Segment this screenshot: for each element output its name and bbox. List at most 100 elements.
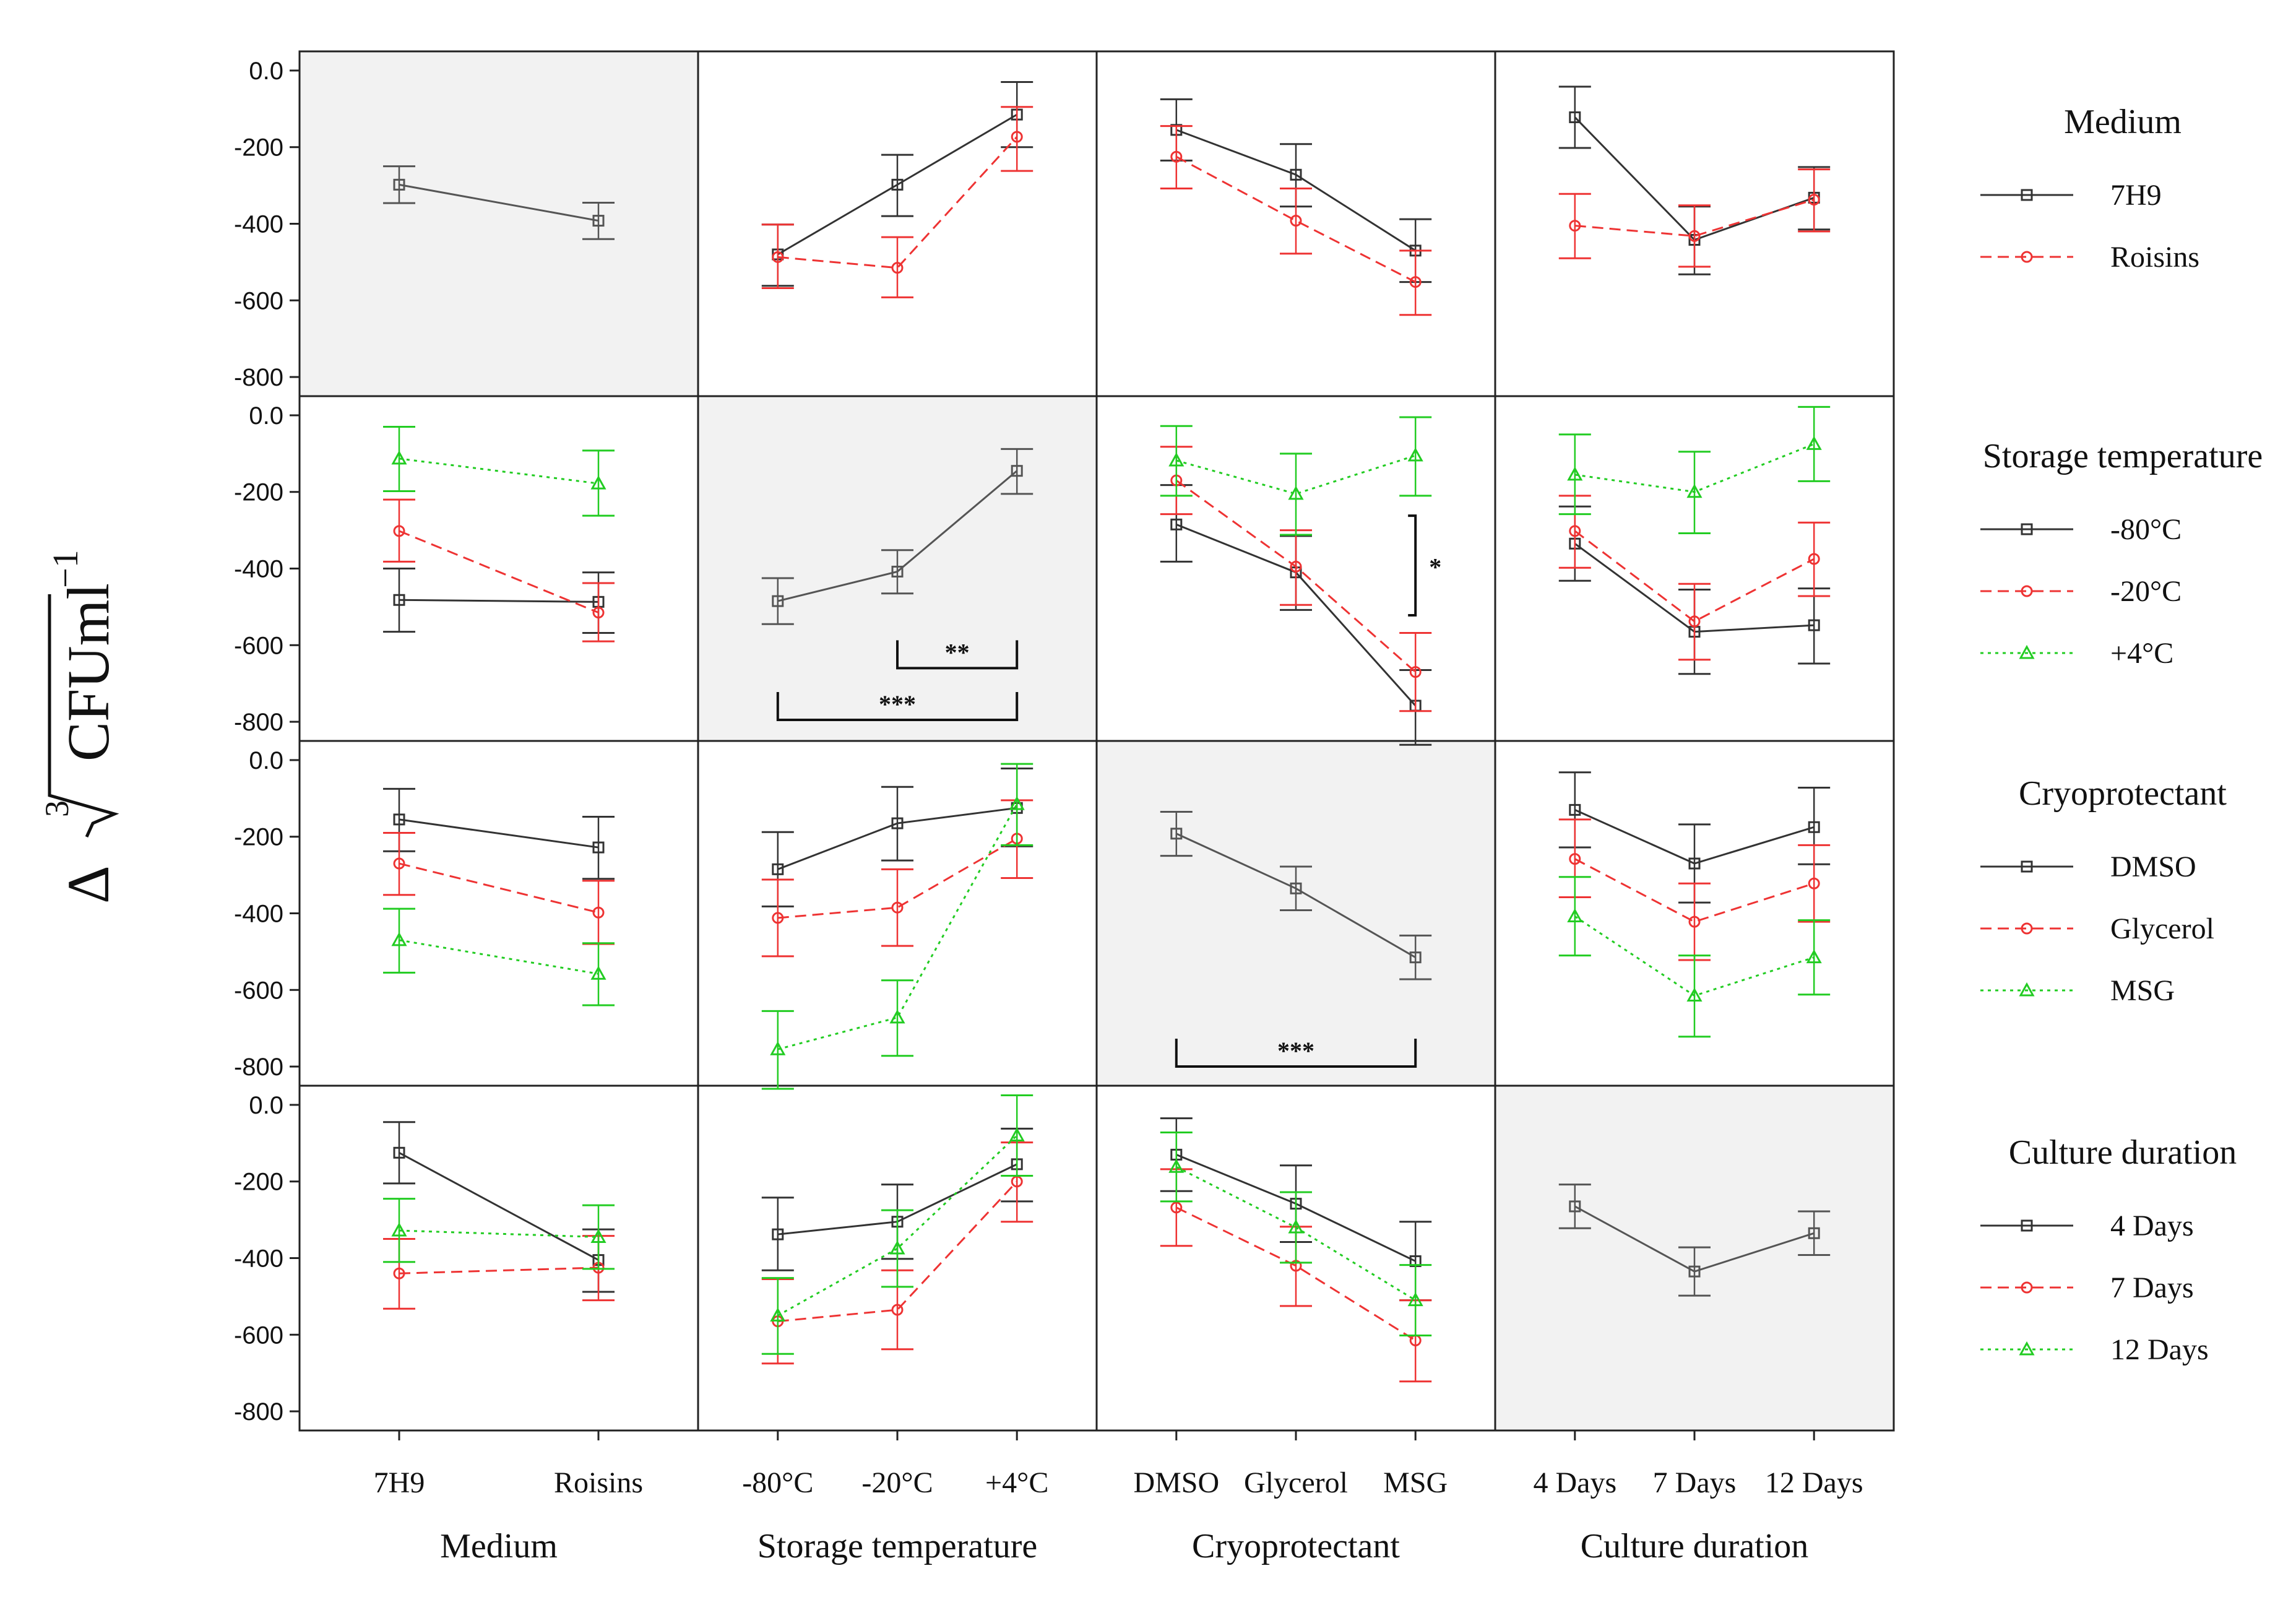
data-point — [891, 178, 904, 191]
legend-label: 4 Days — [2110, 1210, 2194, 1242]
ylabel-radicand: CFUml — [55, 583, 121, 761]
data-point — [393, 857, 405, 870]
data-point — [391, 1222, 407, 1237]
data-point — [891, 817, 904, 829]
ytick-label-r0: -400 — [234, 211, 283, 238]
series-group-r3-c3 — [1558, 1184, 1831, 1297]
series-line — [777, 837, 1017, 919]
significance-bracket-vertical — [1408, 514, 1417, 617]
data-point — [1808, 194, 1820, 206]
legend-label: Glycerol — [2110, 912, 2214, 945]
data-point — [1168, 452, 1185, 467]
ytick-label-r3: -200 — [234, 1169, 283, 1196]
legend-marker — [2021, 585, 2033, 597]
xtick-label-duration: 12 Days — [1765, 1466, 1863, 1499]
xaxis-title-duration: Culture duration — [1581, 1527, 1809, 1565]
series-line — [399, 1266, 599, 1275]
ytick-label-r1: -800 — [234, 709, 283, 736]
data-point — [1569, 525, 1581, 537]
panel-r2-c2 — [1095, 740, 1496, 1087]
legend-label: +4°C — [2110, 637, 2173, 670]
xtick-label-cryo: Glycerol — [1244, 1466, 1348, 1499]
data-point — [772, 595, 784, 607]
panel-r1-c0 — [298, 395, 699, 742]
data-point — [1569, 803, 1581, 816]
data-point — [1688, 857, 1701, 870]
ytick-label-r2: -800 — [234, 1054, 283, 1081]
ytick-label-r2: 0.0 — [249, 747, 283, 774]
legend-marker — [2021, 523, 2033, 535]
series-group-r2-c3 — [1558, 771, 1831, 1038]
data-point — [1290, 882, 1302, 894]
data-point — [1688, 1265, 1701, 1278]
data-point — [1808, 553, 1820, 565]
ytick-label-r1: -200 — [234, 479, 283, 506]
data-point — [891, 262, 904, 274]
xaxis-title-storage: Storage temperature — [757, 1527, 1037, 1565]
data-point — [1808, 1227, 1820, 1239]
data-point — [1686, 987, 1703, 1002]
ytick-label-r1: -400 — [234, 556, 283, 583]
legend-cryo: Cryoprotectant DMSO Glycerol MSG — [1980, 774, 2227, 1007]
data-point — [772, 863, 784, 875]
data-point — [1569, 853, 1581, 865]
data-point — [391, 450, 407, 465]
data-point — [393, 1267, 405, 1279]
significance-bracket — [1175, 1039, 1417, 1068]
legend-marker — [2021, 189, 2033, 201]
series-line — [777, 1180, 1018, 1323]
series-group-r2-c0 — [383, 787, 615, 1006]
data-point — [889, 1009, 905, 1024]
series-line — [1574, 199, 1815, 237]
series-group-r0-c2 — [1160, 98, 1432, 316]
ylabel-delta: Δ — [55, 865, 121, 904]
significance-bracket — [896, 640, 1019, 670]
ytick-label-r1: -600 — [234, 632, 283, 659]
legend-medium: Medium 7H9 Roisins — [1980, 103, 2199, 274]
series-group-r0-c1 — [761, 81, 1034, 298]
data-point — [1686, 483, 1703, 498]
series-line — [399, 530, 599, 614]
ylabel-exponent: −1 — [45, 550, 85, 588]
series-group-r1-c3 — [1558, 405, 1831, 675]
data-point — [1009, 1127, 1025, 1141]
data-point — [891, 901, 904, 914]
data-point — [1170, 828, 1183, 840]
legend-title: Culture duration — [2009, 1133, 2237, 1172]
y-axis-label: Δ CFUml −1 3 — [38, 550, 121, 904]
data-point — [1288, 485, 1304, 500]
data-point — [592, 841, 605, 854]
data-point — [1409, 276, 1422, 288]
series-group-r1-c1 — [761, 448, 1034, 625]
ytick-label-r3: -800 — [234, 1398, 283, 1426]
xtick-label-duration: 7 Days — [1653, 1466, 1737, 1499]
panel-r0-c0 — [298, 50, 699, 397]
significance-label: *** — [1277, 1037, 1314, 1065]
data-point — [590, 966, 606, 980]
legend-label: 7H9 — [2110, 179, 2162, 212]
xtick-label-duration: 4 Days — [1533, 1466, 1616, 1499]
data-point — [1808, 821, 1820, 833]
data-point — [1288, 1219, 1304, 1234]
ytick-label-r1: 0.0 — [249, 402, 283, 430]
legend-label: MSG — [2110, 974, 2175, 1007]
series-group-r2-c1 — [761, 763, 1034, 1090]
data-point — [1567, 908, 1583, 922]
legend-label: 12 Days — [2110, 1333, 2209, 1366]
series-group-r1-c2 — [1160, 416, 1432, 746]
data-point — [1011, 131, 1023, 143]
ytick-label-r3: -400 — [234, 1245, 283, 1273]
data-point — [770, 1307, 786, 1322]
series-group-r0-c3 — [1558, 85, 1831, 275]
data-point — [1808, 619, 1820, 631]
xtick-label-cryo: MSG — [1383, 1466, 1448, 1499]
data-point — [393, 178, 405, 191]
series-line — [777, 113, 1017, 256]
legend-title: Cryoprotectant — [2019, 774, 2227, 813]
legend-title: Medium — [2064, 103, 2182, 141]
data-point — [770, 1041, 786, 1055]
significance-label: *** — [879, 690, 916, 718]
legend-title: Storage temperature — [1983, 437, 2263, 475]
data-point — [772, 912, 784, 924]
